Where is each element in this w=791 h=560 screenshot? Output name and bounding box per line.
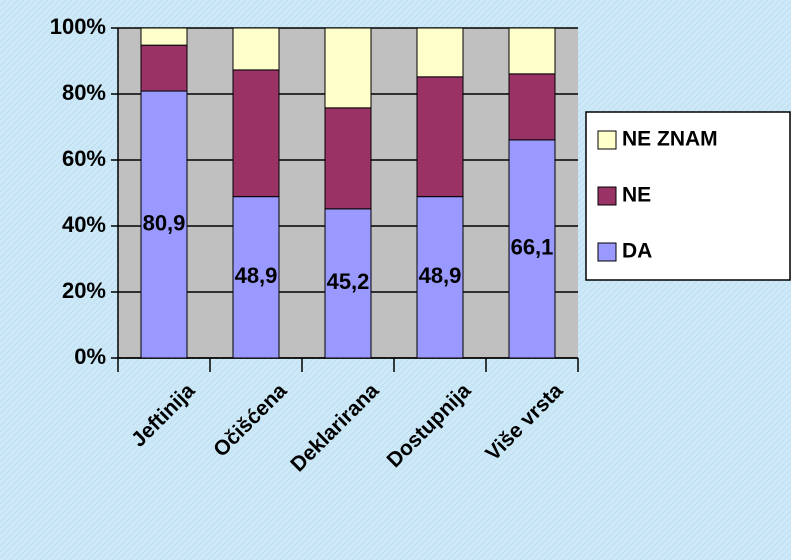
y-tick-label: 80% (62, 80, 106, 105)
bar-segment (508, 27, 556, 75)
y-tick-label: 20% (62, 278, 106, 303)
bar-segment (416, 196, 464, 359)
legend-label: NE ZNAM (622, 128, 718, 151)
legend-swatch (597, 186, 617, 206)
bar-segment (508, 73, 556, 141)
legend-label: NE (622, 184, 651, 207)
legend-label: DA (622, 240, 652, 263)
y-tick-label: 0% (74, 344, 106, 369)
y-tick-label: 100% (50, 14, 106, 39)
y-tick-label: 40% (62, 212, 106, 237)
data-label: 48,9 (419, 263, 462, 288)
legend-swatch (597, 130, 617, 150)
data-label: 80,9 (143, 210, 186, 235)
y-tick-label: 60% (62, 146, 106, 171)
data-label: 48,9 (235, 263, 278, 288)
bar-segment (324, 27, 372, 109)
legend-box (585, 111, 791, 281)
bar-segment (508, 139, 556, 359)
bar-segment (324, 208, 372, 359)
bar-segment (416, 27, 464, 78)
bar-segment (140, 44, 188, 92)
bar-segment (140, 90, 188, 359)
data-label: 45,2 (327, 269, 370, 294)
data-label: 66,1 (511, 235, 554, 260)
bar-segment (416, 76, 464, 198)
bar-segment (232, 196, 280, 359)
legend-swatch (597, 242, 617, 262)
bar-segment (232, 27, 280, 71)
bar-segment (324, 107, 372, 210)
bar-segment (232, 69, 280, 198)
bar-segment (140, 27, 188, 46)
